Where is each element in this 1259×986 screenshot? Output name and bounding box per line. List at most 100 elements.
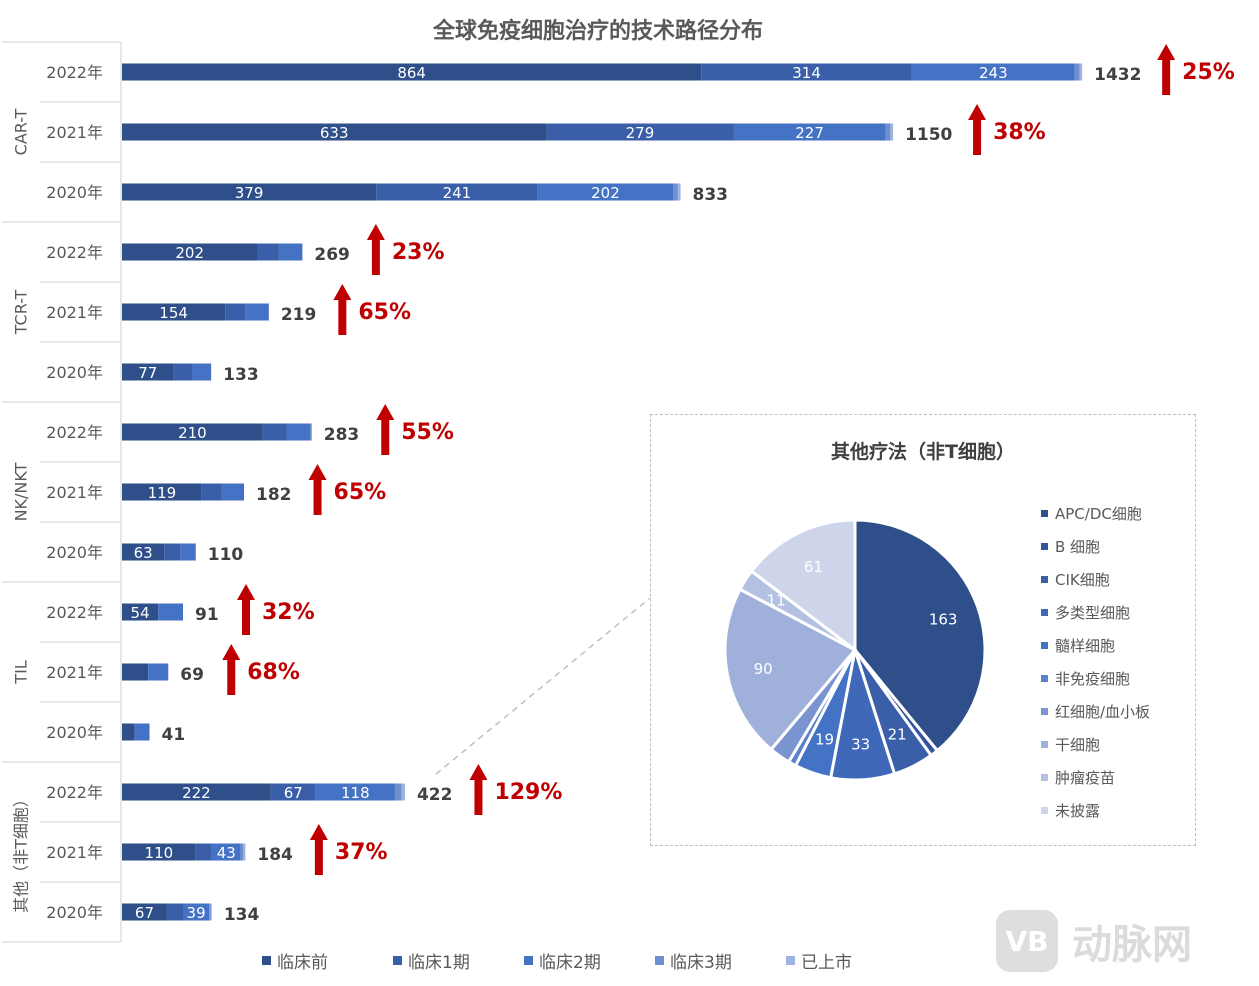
segment-label: 118 [341, 784, 370, 802]
bar-segment-1 [122, 543, 165, 561]
bar-segment-3 [148, 663, 169, 681]
pie-legend-item: 髓样细胞 [1041, 629, 1150, 662]
bar-segment-1 [122, 243, 258, 261]
bar-segment-2 [262, 423, 287, 441]
bar-segment-3 [733, 123, 886, 141]
pie-slice [723, 587, 858, 752]
pie-legend-item: 非免疫细胞 [1041, 662, 1150, 695]
total-label: 1432 [1094, 65, 1141, 85]
segment-label: 39 [187, 904, 206, 922]
growth-arrow-icon [237, 584, 256, 635]
bar-segment-3 [286, 423, 311, 441]
total-label: 134 [224, 905, 260, 925]
pie-data-label: 19 [815, 731, 834, 749]
segment-label: 202 [175, 244, 204, 262]
bar-segment-2 [376, 183, 538, 201]
year-label: 2022年 [46, 603, 103, 622]
total-label: 41 [161, 725, 185, 745]
bar-segment-4 [1074, 63, 1080, 81]
legend-label: 临床1期 [408, 953, 470, 973]
bar-segment-3 [245, 303, 269, 321]
pie-legend-item: 干细胞 [1041, 728, 1150, 761]
total-label: 133 [223, 365, 259, 385]
bar-segment-4 [209, 903, 211, 921]
segment-label: 67 [135, 904, 154, 922]
growth-arrow-icon [366, 224, 385, 275]
group-label: 其他（非T细胞） [12, 791, 31, 913]
legend-item: 临床1期 [393, 948, 524, 973]
segment-label: 314 [792, 64, 821, 82]
chart-title: 全球免疫细胞治疗的技术路径分布 [432, 18, 763, 44]
pie-legend-item: APC/DC细胞 [1041, 497, 1150, 530]
bar-segment-1 [122, 603, 159, 621]
pie-legend-item: CIK细胞 [1041, 563, 1150, 596]
bar-segment-2 [173, 363, 193, 381]
segment-label: 54 [131, 604, 150, 622]
legend-swatch [1041, 708, 1048, 715]
pie-legend-item: 肿瘤疫苗 [1041, 761, 1150, 794]
bar-segment-2 [164, 543, 181, 561]
total-label: 219 [281, 305, 317, 325]
bar-segment-1 [122, 843, 196, 861]
segment-label: 241 [443, 184, 472, 202]
legend-item: 临床前 [262, 948, 393, 973]
pie-chart: 163 21 33 19 90 11 61 [723, 518, 987, 782]
bar-segment-5 [1079, 63, 1083, 81]
bar-segment-2 [270, 783, 316, 801]
legend-label: 已上市 [801, 953, 852, 973]
bar-segment-1 [122, 783, 271, 801]
segment-label: 243 [979, 64, 1008, 82]
total-label: 269 [314, 245, 350, 265]
legend-swatch [1041, 543, 1048, 550]
legend-swatch [1041, 642, 1048, 649]
bar-segment-2 [166, 903, 184, 921]
bar-segment-4 [310, 423, 312, 441]
year-label: 2022年 [46, 243, 103, 262]
legend-label: APC/DC细胞 [1055, 505, 1142, 523]
segment-label: 77 [138, 364, 157, 382]
bar-segment-3 [183, 903, 210, 921]
bar-segment-1 [122, 903, 167, 921]
legend-label: 髓样细胞 [1055, 637, 1116, 655]
bar-segment-4 [240, 843, 244, 861]
legend-swatch [1041, 807, 1048, 814]
pie-chart-panel: 其他疗法（非T细胞） 163 21 33 19 90 11 61 APC/DC细胞 B 细胞 C… [650, 414, 1196, 846]
growth-arrow-icon [968, 104, 987, 155]
stage-legend: 临床前 临床1期 临床2期 临床3期 已上市 [262, 948, 917, 973]
pie-legend-item: B 细胞 [1041, 530, 1150, 563]
watermark-logo: VB [996, 910, 1058, 972]
year-label: 2020年 [46, 723, 103, 742]
bar-segment-5 [243, 843, 246, 861]
legend-swatch [1041, 741, 1048, 748]
bar-segment-2 [195, 843, 212, 861]
zoom-connector-line [435, 597, 651, 775]
bar-segment-3 [211, 843, 241, 861]
segment-label: 227 [795, 124, 824, 142]
legend-label: 干细胞 [1055, 736, 1101, 754]
legend-label: 临床前 [277, 953, 328, 973]
segment-label: 279 [626, 124, 655, 142]
legend-label: 临床3期 [670, 953, 732, 973]
year-label: 2021年 [46, 483, 103, 502]
pie-legend-item: 红细胞/血小板 [1041, 695, 1150, 728]
group-label: TCR-T [12, 290, 31, 336]
bar-segment-2 [701, 63, 912, 81]
segment-label: 67 [284, 784, 303, 802]
watermark-text: 动脉网 [1072, 922, 1192, 968]
legend-label: 肿瘤疫苗 [1055, 769, 1116, 787]
bar-segment-3 [278, 243, 303, 261]
pie-title: 其他疗法（非T细胞） [831, 441, 1015, 463]
year-label: 2021年 [46, 843, 103, 862]
segment-label: 63 [134, 544, 153, 562]
bar-segment-3 [134, 723, 150, 741]
bar-segment-2 [546, 123, 734, 141]
bar-segment-3 [158, 603, 184, 621]
bar-segment-2 [257, 243, 279, 261]
segment-label: 110 [145, 844, 174, 862]
legend-item: 已上市 [786, 948, 917, 973]
growth-label: 65% [358, 300, 411, 325]
legend-swatch [786, 956, 795, 965]
legend-swatch [655, 956, 664, 965]
bar-segment-3 [180, 543, 196, 561]
